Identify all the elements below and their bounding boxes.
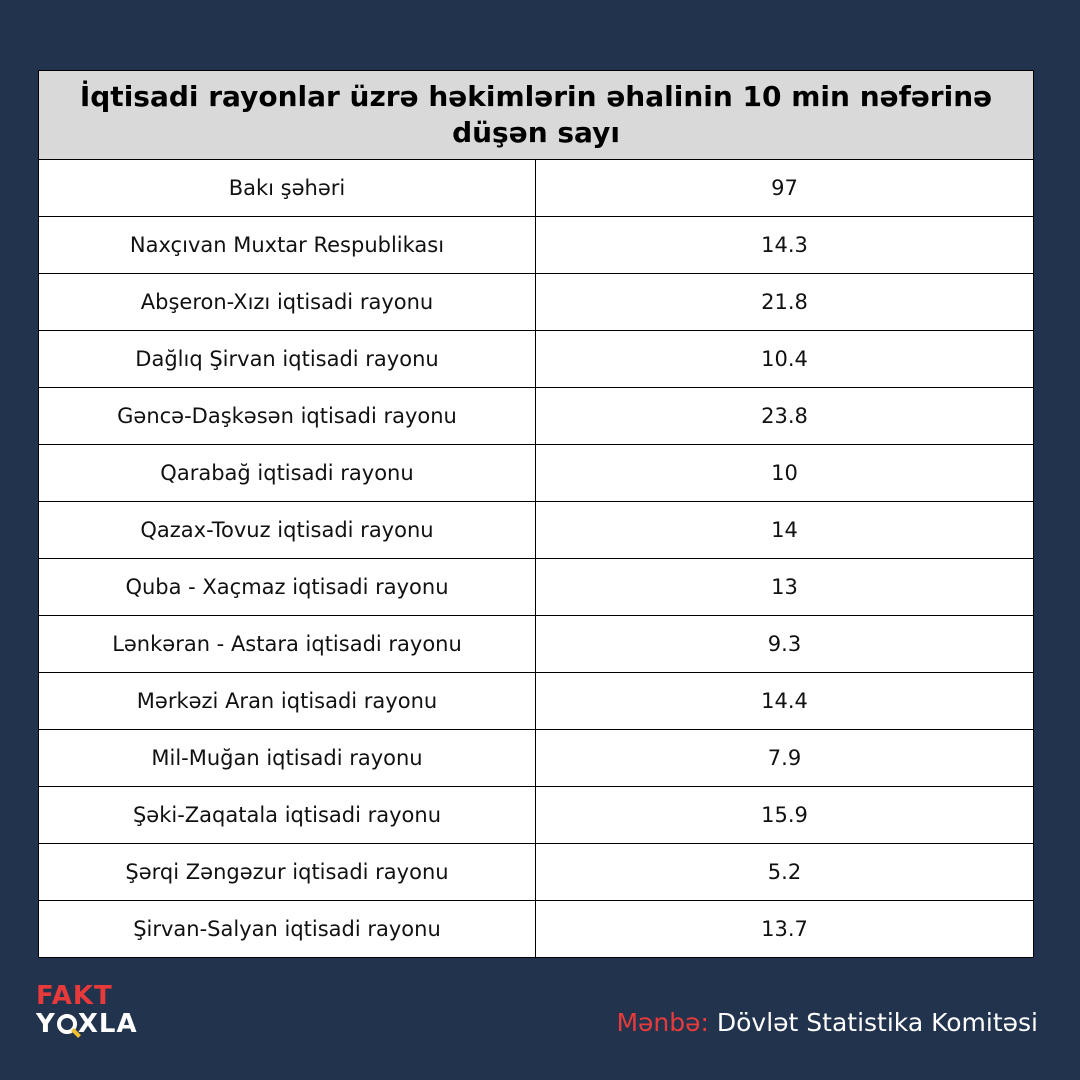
source-text: Dövlət Statistika Komitəsi <box>708 1008 1038 1037</box>
value-cell: 14 <box>535 501 1034 559</box>
value-cell: 21.8 <box>535 273 1034 331</box>
table-row: Bakı şəhəri 97 <box>38 159 1034 217</box>
region-cell: Quba - Xaçmaz iqtisadi rayonu <box>38 558 536 616</box>
source-credit: Mənbə: Dövlət Statistika Komitəsi <box>616 1008 1038 1037</box>
region-cell: Şərqi Zəngəzur iqtisadi rayonu <box>38 843 536 901</box>
table-title: İqtisadi rayonlar üzrə həkimlərin əhalin… <box>38 70 1034 160</box>
table-row: Gəncə-Daşkəsən iqtisadi rayonu 23.8 <box>38 387 1034 445</box>
table-row: Lənkəran - Astara iqtisadi rayonu 9.3 <box>38 615 1034 673</box>
data-table: İqtisadi rayonlar üzrə həkimlərin əhalin… <box>38 70 1034 958</box>
value-cell: 10.4 <box>535 330 1034 388</box>
data-table-container: İqtisadi rayonlar üzrə həkimlərin əhalin… <box>38 70 1034 958</box>
logo-yoxla-rest: XLA <box>77 1009 138 1039</box>
table-row: Şəki-Zaqatala iqtisadi rayonu 15.9 <box>38 786 1034 844</box>
region-cell: Mərkəzi Aran iqtisadi rayonu <box>38 672 536 730</box>
value-cell: 13 <box>535 558 1034 616</box>
table-row: Mərkəzi Aran iqtisadi rayonu 14.4 <box>38 672 1034 730</box>
region-cell: Şirvan-Salyan iqtisadi rayonu <box>38 900 536 958</box>
value-cell: 13.7 <box>535 900 1034 958</box>
table-header-row: İqtisadi rayonlar üzrə həkimlərin əhalin… <box>38 70 1034 160</box>
region-cell: Şəki-Zaqatala iqtisadi rayonu <box>38 786 536 844</box>
value-cell: 9.3 <box>535 615 1034 673</box>
region-cell: Dağlıq Şirvan iqtisadi rayonu <box>38 330 536 388</box>
region-cell: Qarabağ iqtisadi rayonu <box>38 444 536 502</box>
table-row: Qazax-Tovuz iqtisadi rayonu 14 <box>38 501 1034 559</box>
value-cell: 23.8 <box>535 387 1034 445</box>
value-cell: 14.3 <box>535 216 1034 274</box>
region-cell: Lənkəran - Astara iqtisadi rayonu <box>38 615 536 673</box>
value-cell: 10 <box>535 444 1034 502</box>
region-cell: Naxçıvan Muxtar Respublikası <box>38 216 536 274</box>
table-body: Bakı şəhəri 97 Naxçıvan Muxtar Respublikas… <box>38 159 1034 958</box>
logo-fakt-text: FAKT <box>36 981 113 1011</box>
region-cell: Bakı şəhəri <box>38 159 536 217</box>
table-row: Quba - Xaçmaz iqtisadi rayonu 13 <box>38 558 1034 616</box>
fakt-yoxla-logo: FAKT Y XLA <box>36 982 138 1038</box>
table-row: Naxçıvan Muxtar Respublikası 14.3 <box>38 216 1034 274</box>
magnifier-icon <box>56 1014 77 1034</box>
value-cell: 7.9 <box>535 729 1034 787</box>
value-cell: 14.4 <box>535 672 1034 730</box>
region-cell: Gəncə-Daşkəsən iqtisadi rayonu <box>38 387 536 445</box>
table-row: Dağlıq Şirvan iqtisadi rayonu 10.4 <box>38 330 1034 388</box>
table-row: Şirvan-Salyan iqtisadi rayonu 13.7 <box>38 900 1034 958</box>
table-row: Mil-Muğan iqtisadi rayonu 7.9 <box>38 729 1034 787</box>
table-row: Şərqi Zəngəzur iqtisadi rayonu 5.2 <box>38 843 1034 901</box>
value-cell: 5.2 <box>535 843 1034 901</box>
logo-yoxla-y: Y <box>36 1009 56 1039</box>
table-row: Abşeron-Xızı iqtisadi rayonu 21.8 <box>38 273 1034 331</box>
region-cell: Abşeron-Xızı iqtisadi rayonu <box>38 273 536 331</box>
table-row: Qarabağ iqtisadi rayonu 10 <box>38 444 1034 502</box>
logo-yoxla-text: Y XLA <box>36 1010 138 1038</box>
value-cell: 15.9 <box>535 786 1034 844</box>
region-cell: Mil-Muğan iqtisadi rayonu <box>38 729 536 787</box>
value-cell: 97 <box>535 159 1034 217</box>
region-cell: Qazax-Tovuz iqtisadi rayonu <box>38 501 536 559</box>
source-label: Mənbə: <box>616 1008 709 1037</box>
